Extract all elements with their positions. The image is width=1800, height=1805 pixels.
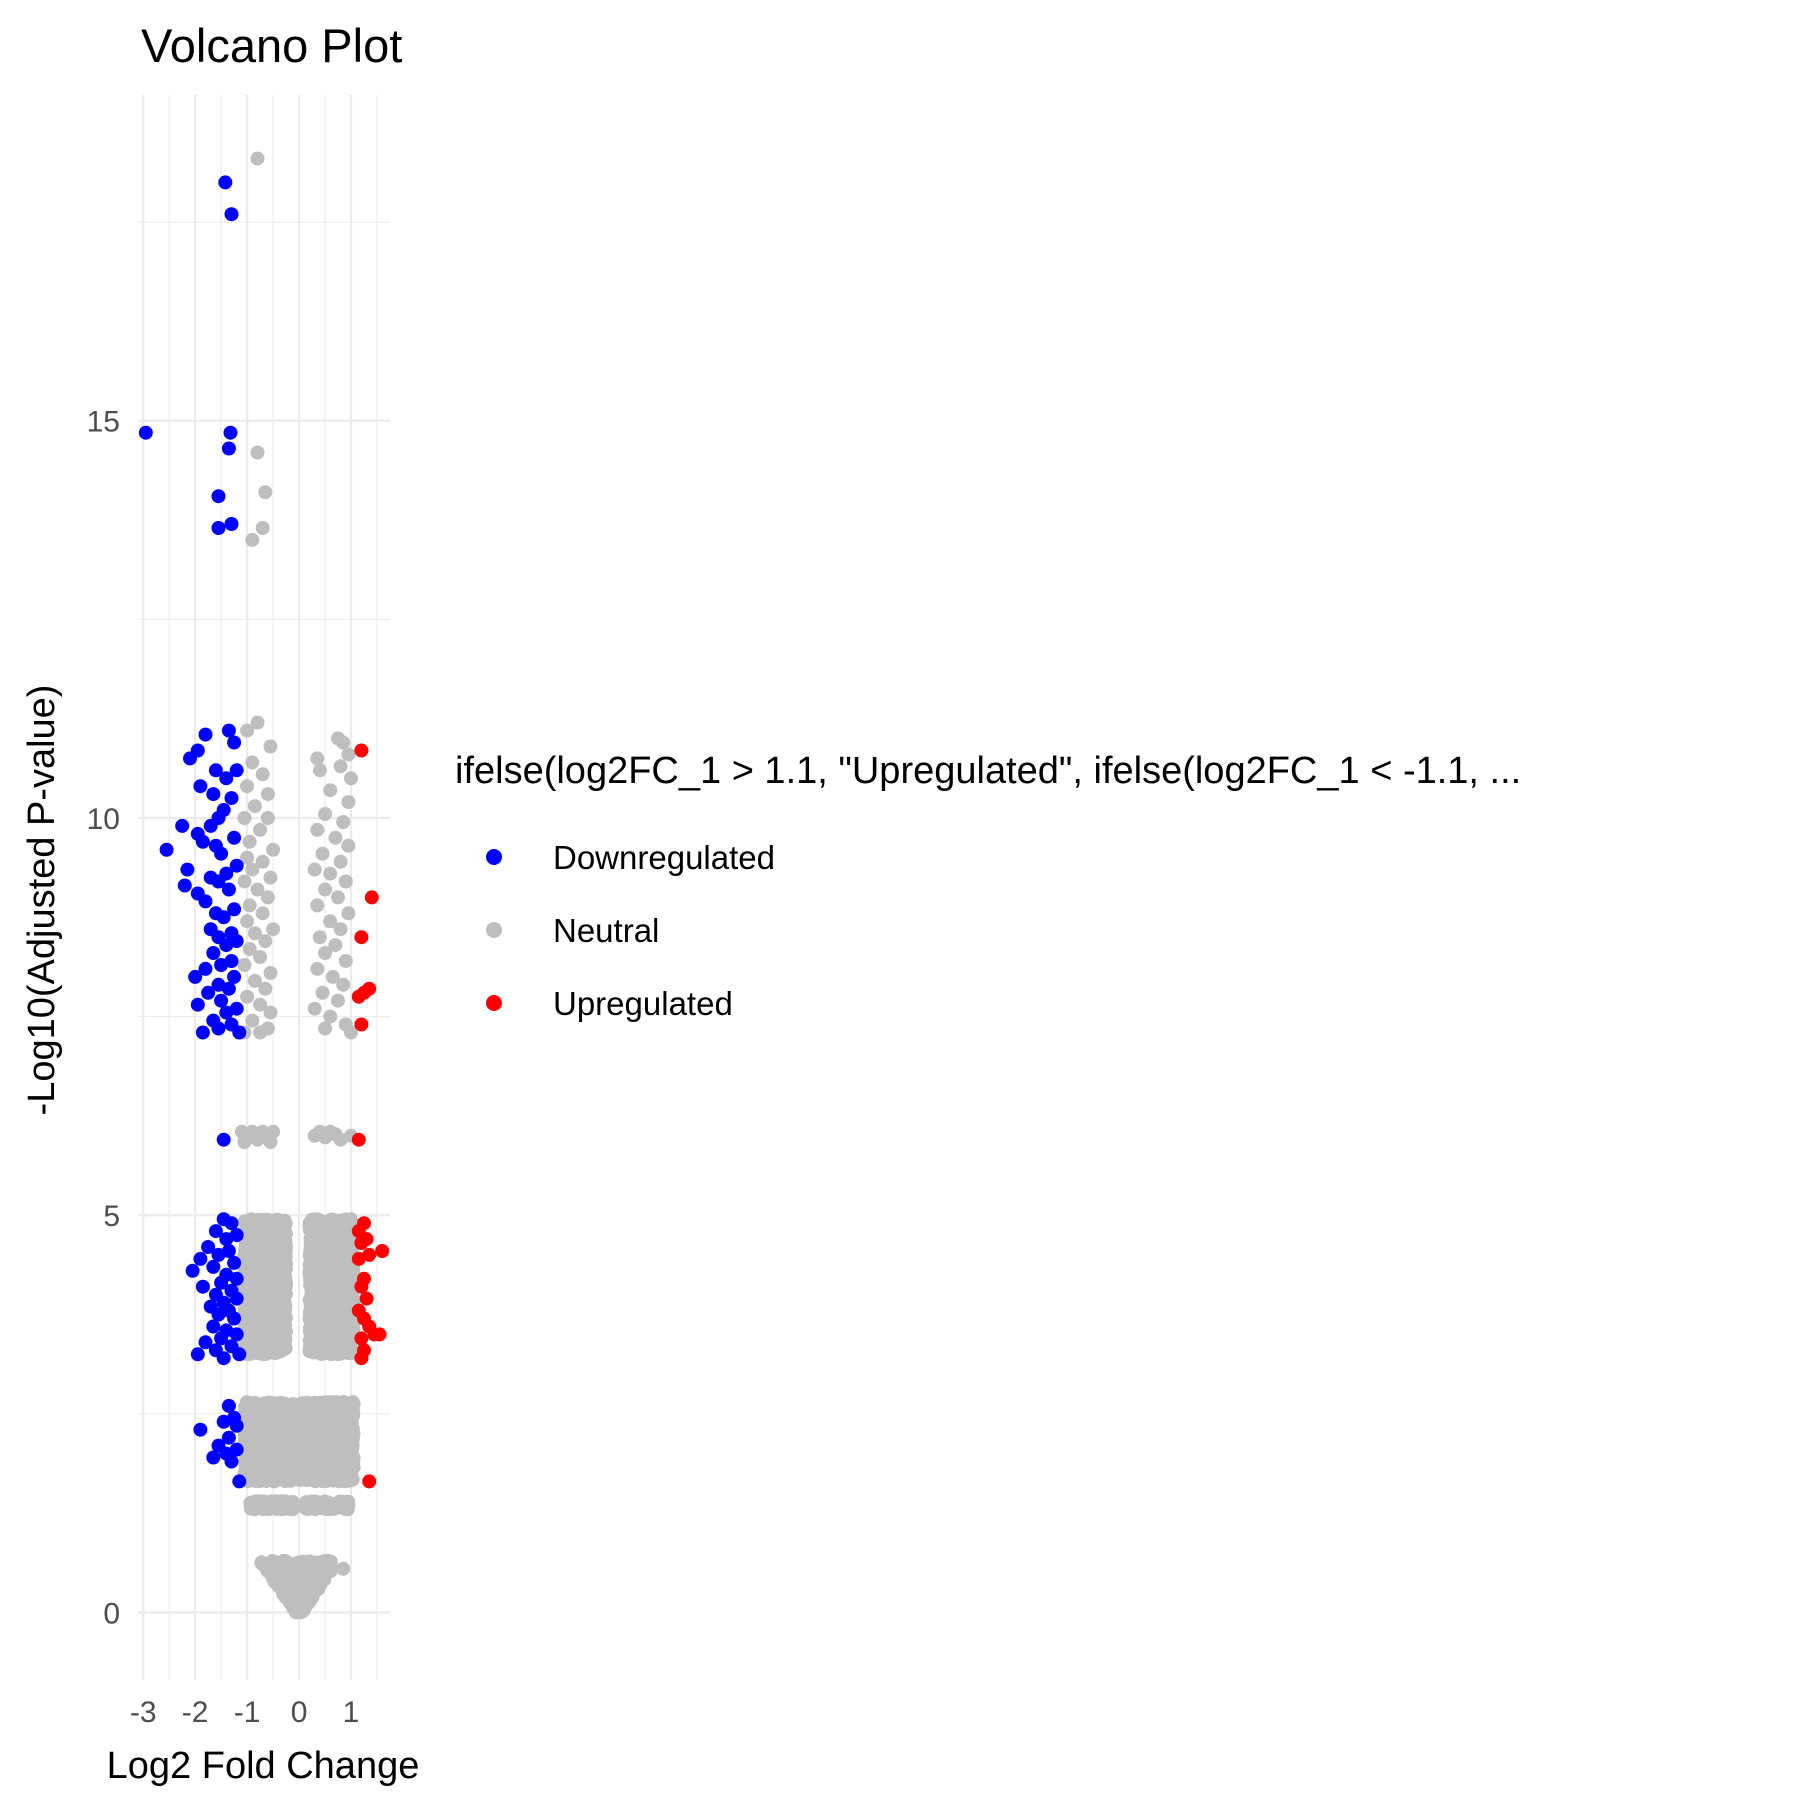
point-neutral — [243, 1231, 257, 1245]
point-neutral — [314, 1319, 328, 1333]
point-neutral — [256, 521, 270, 535]
point-neutral — [321, 1468, 335, 1482]
point-neutral — [320, 1222, 334, 1236]
point-neutral — [245, 863, 259, 877]
point-neutral — [264, 1330, 278, 1344]
point-neutral — [327, 1500, 341, 1514]
point-neutral — [282, 1586, 296, 1600]
point-neutral — [327, 1431, 341, 1445]
point-neutral — [245, 533, 259, 547]
point-neutral — [278, 1474, 292, 1488]
point-neutral — [259, 1502, 273, 1516]
point-neutral — [251, 1281, 265, 1295]
point-neutral — [304, 1437, 318, 1451]
point-neutral — [270, 1436, 284, 1450]
point-neutral — [245, 1297, 259, 1311]
point-neutral — [264, 966, 278, 980]
point-neutral — [258, 485, 272, 499]
point-neutral — [333, 1286, 347, 1300]
point-neutral — [243, 835, 257, 849]
point-neutral — [308, 1573, 322, 1587]
point-neutral — [306, 1272, 320, 1286]
point-neutral — [302, 1496, 316, 1510]
point-neutral — [293, 1426, 307, 1440]
point-neutral — [331, 1322, 345, 1336]
point-neutral — [267, 1561, 281, 1575]
point-neutral — [266, 843, 280, 857]
point-neutral — [261, 1315, 275, 1329]
point-neutral — [240, 914, 254, 928]
point-neutral — [264, 871, 278, 885]
point-neutral — [301, 1596, 315, 1610]
point-neutral — [245, 755, 259, 769]
point-neutral — [278, 1286, 292, 1300]
point-neutral — [307, 1473, 321, 1487]
point-neutral — [264, 740, 278, 754]
point-neutral — [258, 982, 272, 996]
point-neutral — [295, 1584, 309, 1598]
point-neutral — [305, 1226, 319, 1240]
point-neutral — [256, 906, 270, 920]
point-neutral — [318, 1556, 332, 1570]
point-neutral — [261, 811, 275, 825]
point-neutral — [276, 1231, 290, 1245]
point-neutral — [340, 1496, 354, 1510]
point-neutral — [258, 1232, 272, 1246]
point-neutral — [253, 823, 267, 837]
point-neutral — [238, 811, 252, 825]
point-neutral — [238, 958, 252, 972]
point-neutral — [339, 1304, 353, 1318]
point-neutral — [293, 1465, 307, 1479]
point-neutral — [261, 890, 275, 904]
point-neutral — [274, 1267, 288, 1281]
point-neutral — [304, 1397, 318, 1411]
point-neutral — [329, 1397, 343, 1411]
point-neutral — [258, 934, 272, 948]
point-neutral — [276, 1218, 290, 1232]
point-neutral — [262, 1418, 276, 1432]
point-neutral — [342, 1265, 356, 1279]
point-neutral — [317, 1235, 331, 1249]
point-neutral — [261, 787, 275, 801]
point-neutral — [332, 1214, 346, 1228]
point-neutral — [238, 875, 252, 889]
point-neutral — [251, 152, 265, 166]
point-neutral — [251, 446, 265, 460]
point-neutral — [306, 1455, 320, 1469]
point-neutral — [248, 799, 262, 813]
point-neutral — [253, 950, 267, 964]
point-neutral — [248, 1464, 262, 1478]
point-neutral — [309, 1256, 323, 1270]
point-neutral — [339, 1466, 353, 1480]
point-neutral — [240, 724, 254, 738]
point-neutral — [242, 1269, 256, 1283]
point-neutral — [314, 1303, 328, 1317]
point-neutral — [240, 779, 254, 793]
point-neutral — [343, 1428, 357, 1442]
point-neutral — [266, 922, 280, 936]
point-neutral — [286, 1499, 300, 1513]
point-neutral — [266, 1254, 280, 1268]
point-neutral — [256, 767, 270, 781]
point-neutral — [318, 1345, 332, 1359]
point-neutral — [243, 1337, 257, 1351]
point-neutral — [243, 898, 257, 912]
